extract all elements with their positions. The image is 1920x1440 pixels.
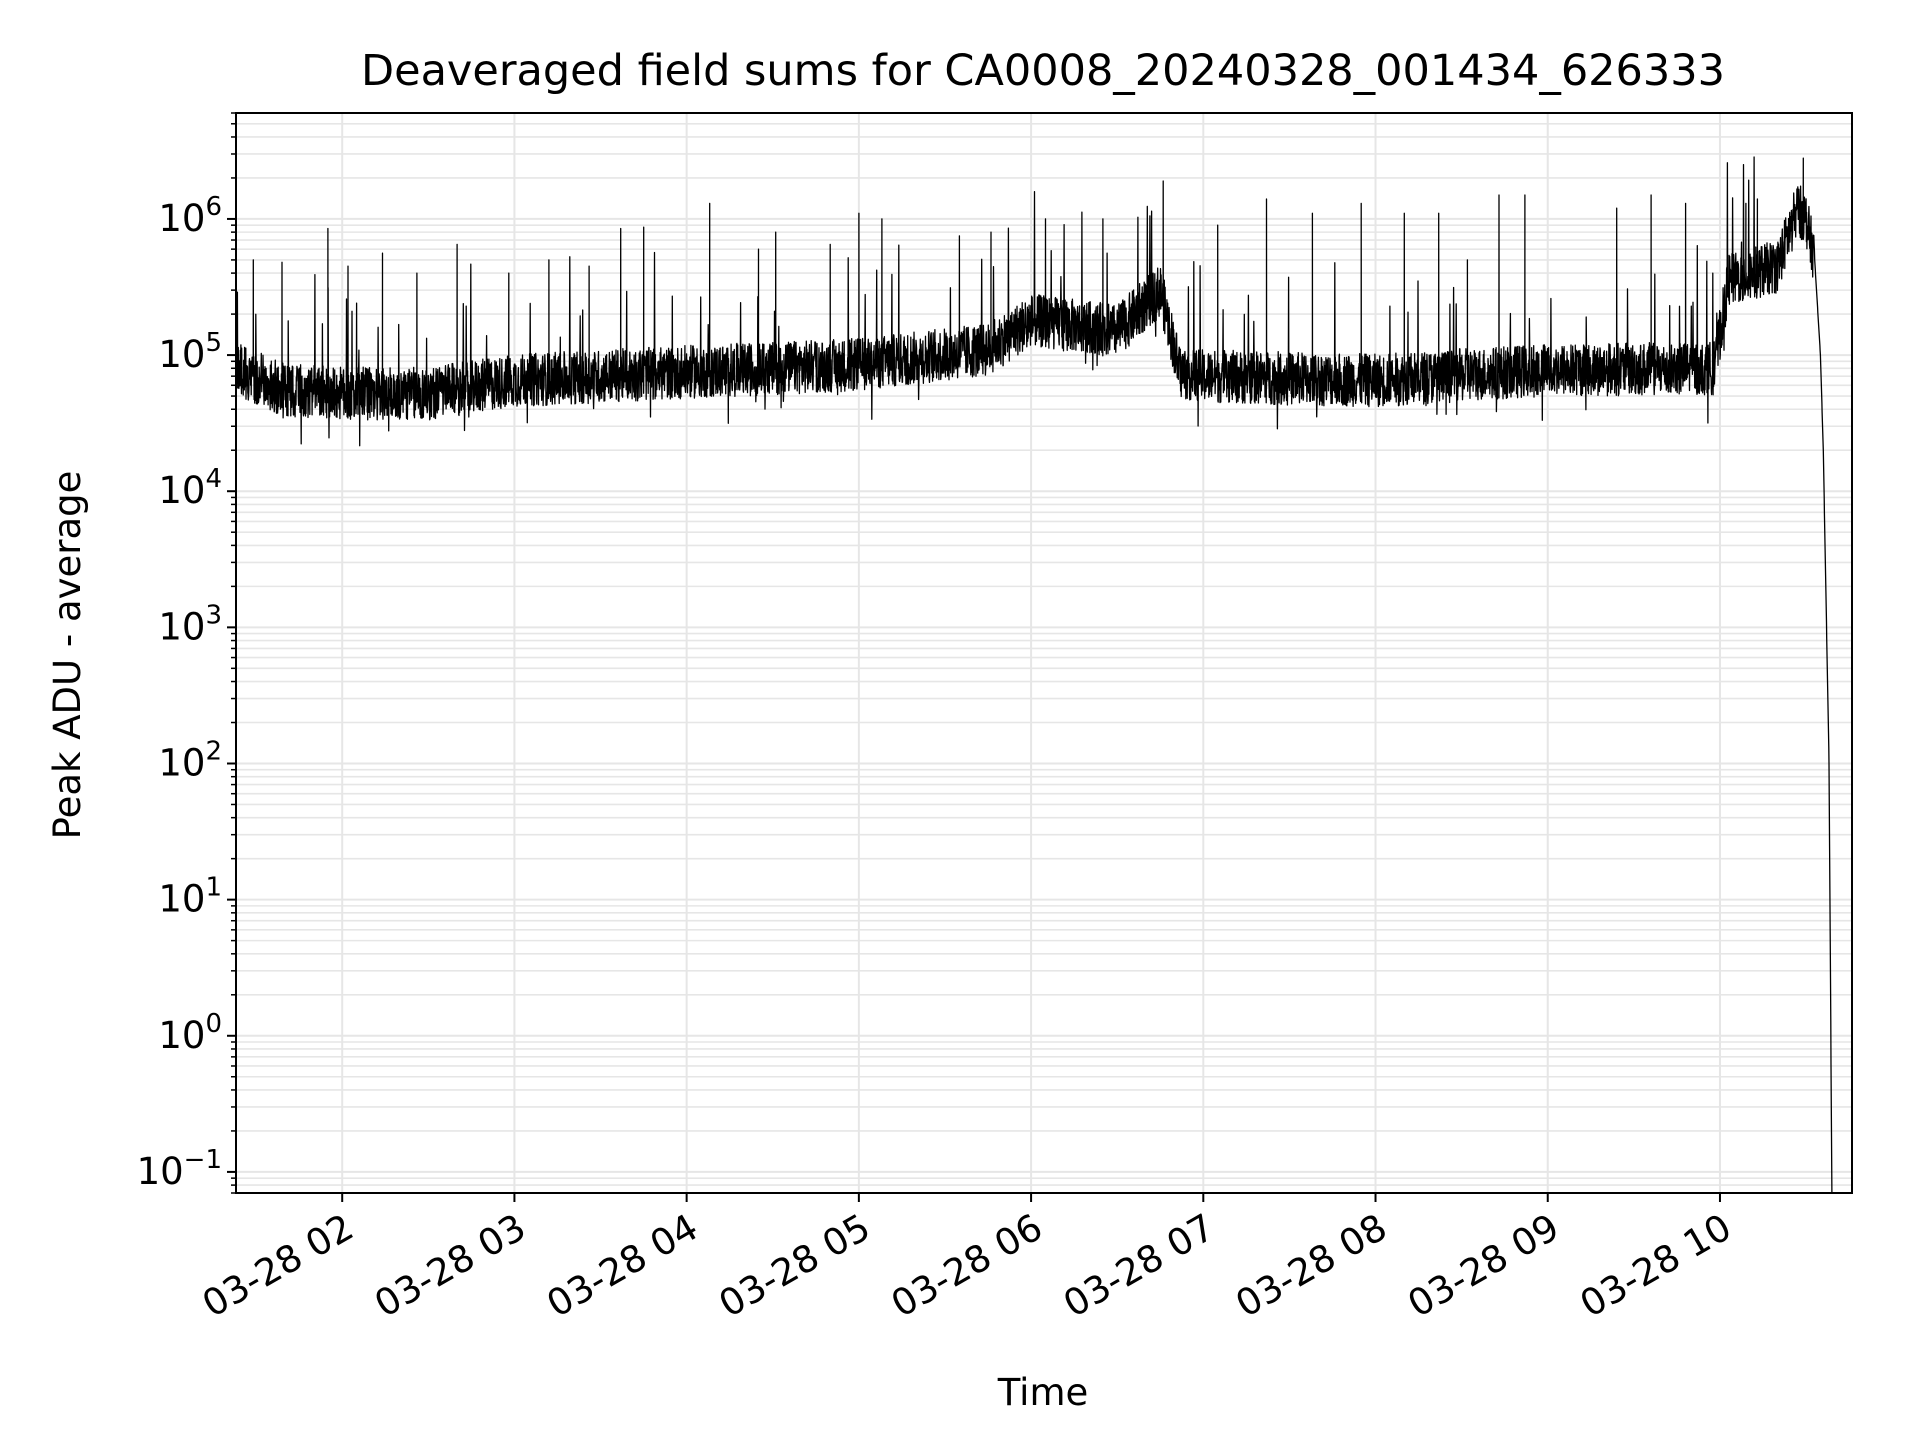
y-axis-label: Peak ADU - average [46,471,89,840]
grid-lines [236,112,1852,1194]
y-tick-label: 103 [158,600,222,648]
y-tick-label: 102 [158,736,222,784]
y-tick-exponent: 5 [205,328,222,358]
y-tick-base: 10 [158,197,205,240]
y-tick-exponent: 3 [205,600,222,630]
axes-frame [235,112,1853,1194]
y-tick-label: 105 [158,328,222,376]
y-tick-label: 106 [158,192,222,240]
y-tick-label: 100 [158,1009,222,1057]
y-tick-exponent: −1 [184,1145,222,1175]
y-tick-base: 10 [158,605,205,648]
y-tick-label: 104 [158,464,222,512]
y-tick-base: 10 [158,1014,205,1057]
y-tick-base: 10 [137,1150,184,1193]
x-axis-label: Time [997,1371,1089,1414]
y-tick-exponent: 6 [205,192,222,222]
y-tick-base: 10 [158,878,205,921]
y-tick-base: 10 [158,469,205,512]
y-tick-label: 10−1 [137,1145,222,1193]
plot-area [236,156,1833,1193]
y-tick-exponent: 2 [205,736,222,766]
y-tick-exponent: 1 [205,873,222,903]
chart-title: Deaveraged field sums for CA0008_2024032… [361,46,1725,96]
y-tick-exponent: 4 [205,464,222,494]
series-line [236,156,1833,1193]
y-tick-base: 10 [158,333,205,376]
y-tick-exponent: 0 [205,1009,222,1039]
y-tick-base: 10 [158,741,205,784]
y-tick-label: 101 [158,873,222,921]
